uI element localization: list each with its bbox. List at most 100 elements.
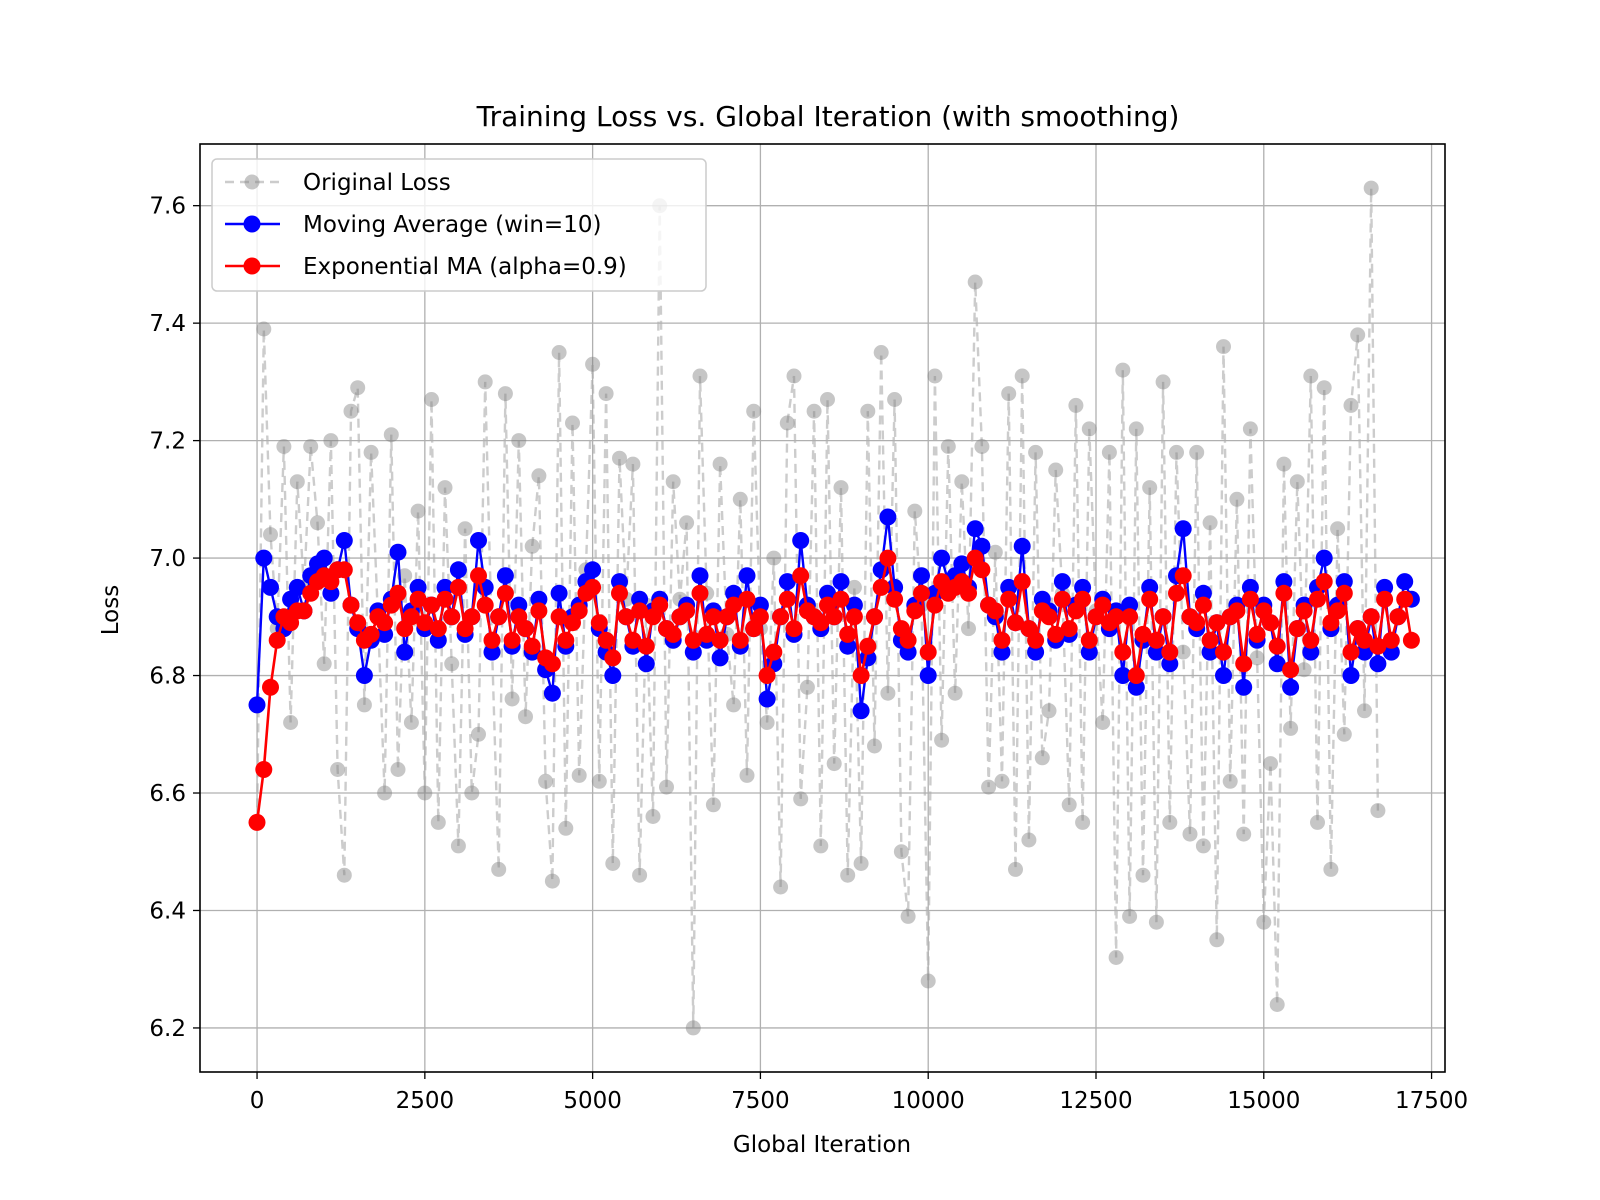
series-3-point [1047,625,1065,643]
series-3-point [772,608,790,626]
x-tick-label: 7500 [731,1088,790,1114]
series-3-point [845,608,863,626]
series-1-point [1323,861,1339,877]
series-1-point [363,444,379,460]
series-2-point [1174,520,1192,538]
series-3-point [839,625,857,643]
series-2-point [248,696,266,714]
series-1-point [1162,814,1178,830]
series-1-point [679,515,695,531]
series-1-point [1021,832,1037,848]
series-3-point [1362,608,1380,626]
series-3-point [416,614,434,632]
series-2-point [288,578,306,596]
series-1-point [1041,703,1057,719]
series-1-point [356,697,372,713]
series-1-point [961,621,976,637]
series-1-point [632,867,648,883]
x-tick-label: 17500 [1395,1088,1468,1114]
series-2-point [543,684,561,702]
series-1-point [1256,914,1272,930]
series-1-point [893,844,909,860]
series-3-point [376,614,394,632]
series-1-point [1296,662,1312,678]
series-1-point [491,861,507,877]
series-1-point [383,427,399,443]
series-2-point [1074,578,1092,596]
series-1-point [1135,867,1151,883]
series-1-point [477,374,493,390]
series-2-point [396,643,414,661]
series-3-point [604,649,622,667]
series-1-point [417,785,433,801]
series-1-point [1242,421,1258,437]
series-1-point [323,433,339,449]
series-1-point [759,715,775,730]
series-3-point [906,602,924,620]
series-2-point [792,532,810,549]
series-3-point [255,761,273,778]
series-1-point [987,544,1003,560]
series-2-point [1000,578,1018,596]
series-1-point [1363,180,1379,196]
series-1-point [1081,421,1097,437]
series-3-point [342,596,360,614]
y-tick-label: 7.4 [149,311,186,337]
series-1-point [1195,838,1211,854]
series-3-point [1241,590,1259,608]
series-3-point [1114,643,1132,661]
series-2-point [913,567,930,585]
series-1-point [612,450,627,466]
series-1-point [692,368,708,384]
ticks: 0 2500 5000 7500 10000 12500 15000 17500 6.2 6.4 6… [149,194,1468,1114]
series-1-point [1283,720,1299,736]
series-3-point [691,584,709,602]
series-3-point [476,596,494,614]
series-2-point [1013,537,1031,555]
series-1-point [390,762,406,777]
series-3-point [470,567,487,585]
series-1-point [1115,362,1131,378]
series-3-point [1295,602,1313,620]
series-3-point [262,678,279,696]
series-1-point [1182,826,1198,842]
series-1-point [799,679,815,695]
series-2-point [1335,573,1353,591]
series-3-point [792,567,810,585]
legend-marker-2 [243,215,261,233]
series-3-point [913,584,930,602]
series-1-point [1216,339,1231,355]
series-1-point [920,973,936,989]
series-3-point [1134,625,1152,643]
series-1-point [1068,397,1084,413]
series-3-point [1208,614,1226,632]
series-1-point [685,1020,701,1036]
series-2-point [376,625,394,643]
series-1-point [813,838,829,854]
series-3-point [1376,590,1394,608]
series-1-line [255,188,1380,1028]
series-2-point [845,596,863,614]
series-2-point [879,508,897,526]
series-1-point [1108,950,1124,965]
series-1-point [880,685,896,701]
series-1-point [1048,462,1064,478]
series-1-point [739,767,755,783]
series-2-point [1141,578,1159,596]
series-2-point [1376,578,1394,596]
series-1-point [1028,444,1044,460]
series-3-point [1007,614,1024,632]
series-3-point [503,631,521,649]
series-3-point [1396,590,1414,608]
series-2-point [262,578,279,596]
series-3-point [1389,608,1407,626]
series-1-point [343,403,359,419]
series-3-point [436,590,454,608]
series-1-point [773,879,789,895]
series-1-point [464,785,480,801]
series-1-point [330,762,346,777]
series-2-point [738,567,756,585]
series-3-point [517,620,534,638]
series-3-point [738,590,756,608]
series-1-point [1249,650,1265,666]
